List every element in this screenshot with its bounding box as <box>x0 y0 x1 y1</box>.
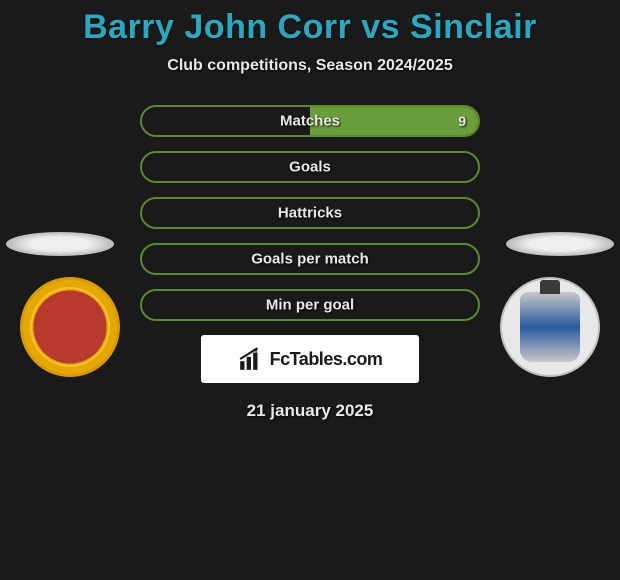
stat-label: Matches <box>280 113 340 130</box>
team-crest-left <box>20 277 120 377</box>
brand-badge: FcTables.com <box>201 335 419 383</box>
stat-label: Hattricks <box>278 205 342 222</box>
stat-row-hattricks: Hattricks <box>140 197 480 229</box>
stat-row-min-per-goal: Min per goal <box>140 289 480 321</box>
player-halo-right <box>506 232 614 256</box>
shield-icon <box>520 292 580 362</box>
stat-label: Goals per match <box>251 251 369 268</box>
stat-label: Goals <box>289 159 331 176</box>
player-halo-left <box>6 232 114 256</box>
stat-value-right: 9 <box>458 113 466 129</box>
stat-label: Min per goal <box>266 297 354 314</box>
chart-icon <box>238 346 264 372</box>
comparison-area: Matches 9 Goals Hattricks Goals per matc… <box>0 105 620 421</box>
stat-row-goals-per-match: Goals per match <box>140 243 480 275</box>
team-crest-right <box>500 277 600 377</box>
date-label: 21 january 2025 <box>0 401 620 421</box>
subtitle: Club competitions, Season 2024/2025 <box>0 57 620 75</box>
page-title: Barry John Corr vs Sinclair <box>0 0 620 47</box>
brand-text: FcTables.com <box>270 349 383 370</box>
stat-bars: Matches 9 Goals Hattricks Goals per matc… <box>140 105 480 321</box>
stat-row-matches: Matches 9 <box>140 105 480 137</box>
stat-row-goals: Goals <box>140 151 480 183</box>
